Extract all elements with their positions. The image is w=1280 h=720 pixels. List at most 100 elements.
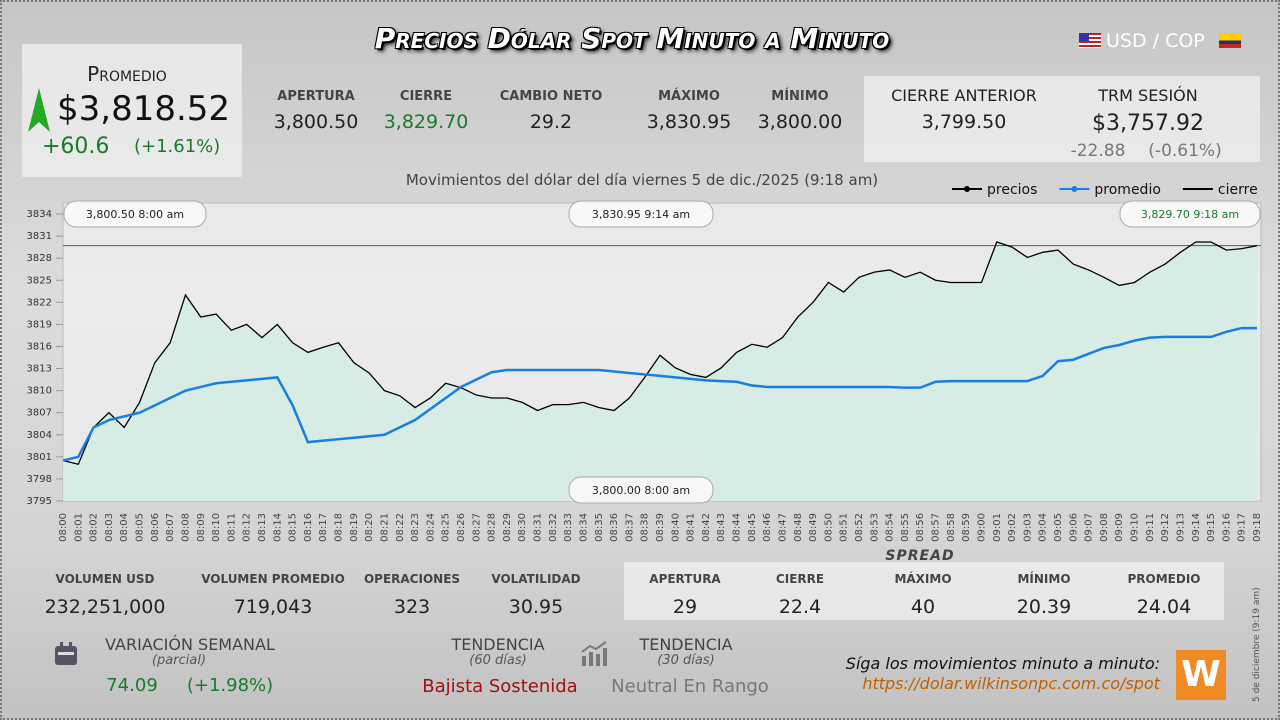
stat-value: 3,800.00 bbox=[757, 111, 843, 133]
x-tick-label: 09:16 bbox=[1221, 513, 1232, 542]
promedio-label: Promedio bbox=[87, 62, 167, 86]
spread-label: PROMEDIO bbox=[1127, 572, 1201, 586]
flag-us bbox=[1079, 33, 1101, 48]
footer-date: 5 de diciembre (9:19 am) bbox=[1252, 587, 1262, 702]
spread-value: 24.04 bbox=[1136, 596, 1192, 618]
x-tick-label: 08:45 bbox=[747, 513, 758, 542]
annotation: 3,829.70 9:18 am bbox=[1141, 208, 1239, 221]
spread-value: 22.4 bbox=[778, 596, 822, 618]
x-tick-label: 09:12 bbox=[1160, 513, 1171, 542]
x-tick-label: 08:28 bbox=[487, 513, 498, 542]
promedio-change: +60.6 bbox=[42, 134, 110, 159]
x-tick-label: 08:21 bbox=[379, 513, 390, 542]
x-tick-label: 09:18 bbox=[1252, 513, 1263, 542]
x-tick-label: 08:48 bbox=[793, 513, 804, 542]
volume-label: OPERACIONES bbox=[363, 572, 461, 586]
spread-label: MÁXIMO bbox=[894, 572, 952, 586]
legend-label: precios bbox=[987, 182, 1037, 198]
y-tick-label: 3819 bbox=[27, 319, 52, 330]
x-tick-label: 08:36 bbox=[609, 513, 620, 542]
x-tick-label: 09:03 bbox=[1022, 513, 1033, 542]
volume-label: VOLATILIDAD bbox=[491, 572, 581, 586]
volume-label: VOLUMEN PROMEDIO bbox=[201, 572, 345, 586]
x-tick-label: 09:06 bbox=[1068, 513, 1079, 542]
promedio-pct: (+1.61%) bbox=[134, 136, 221, 157]
y-tick-label: 3822 bbox=[27, 297, 52, 308]
x-tick-label: 09:02 bbox=[1007, 513, 1018, 542]
x-tick-label: 08:02 bbox=[89, 513, 100, 542]
x-tick-label: 08:08 bbox=[180, 513, 191, 542]
spread-box bbox=[624, 562, 1224, 620]
x-tick-label: 08:29 bbox=[502, 513, 513, 542]
y-tick-label: 3807 bbox=[27, 408, 52, 419]
legend-dot bbox=[1071, 186, 1078, 192]
previous-label: TRM SESIÓN bbox=[1098, 86, 1198, 105]
x-tick-label: 09:04 bbox=[1038, 513, 1049, 542]
x-tick-label: 08:52 bbox=[854, 513, 865, 542]
x-tick-label: 08:54 bbox=[885, 513, 896, 542]
annotation-box bbox=[568, 200, 714, 228]
stat-label: MÁXIMO bbox=[658, 89, 720, 104]
x-tick-label: 08:10 bbox=[211, 513, 222, 542]
y-tick-label: 3834 bbox=[27, 209, 52, 220]
spread-value: 29 bbox=[672, 596, 698, 618]
spread-label: APERTURA bbox=[649, 572, 721, 586]
x-tick-label: 08:04 bbox=[119, 513, 130, 542]
x-tick-label: 09:10 bbox=[1130, 513, 1141, 542]
volume-value: 719,043 bbox=[233, 596, 313, 618]
y-tick-label: 3825 bbox=[27, 275, 52, 286]
series-line bbox=[62, 241, 1258, 465]
x-tick-label: 09:13 bbox=[1175, 513, 1186, 542]
weekly-sub: (parcial) bbox=[151, 653, 207, 668]
spread-value: 40 bbox=[910, 596, 936, 618]
x-tick-label: 08:51 bbox=[839, 513, 850, 542]
weekly-pct: (+1.98%) bbox=[186, 675, 274, 696]
x-tick-label: 08:23 bbox=[410, 513, 421, 542]
x-tick-label: 08:47 bbox=[777, 513, 788, 542]
x-tick-label: 08:09 bbox=[196, 513, 207, 542]
x-tick-label: 08:33 bbox=[563, 513, 574, 542]
series-line bbox=[62, 326, 1257, 462]
logo[interactable]: W bbox=[1176, 650, 1226, 700]
volume-value: 323 bbox=[393, 596, 431, 618]
trend-value: Neutral En Rango bbox=[611, 676, 769, 697]
volume-value: 30.95 bbox=[508, 596, 564, 618]
x-tick-label: 08:38 bbox=[640, 513, 651, 542]
stat-value: 29.2 bbox=[529, 111, 573, 133]
x-tick-label: 08:30 bbox=[517, 513, 528, 542]
x-tick-label: 08:13 bbox=[257, 513, 268, 542]
pair: USD / COP bbox=[1106, 30, 1205, 52]
annotation: 3,800.00 8:00 am bbox=[592, 484, 690, 497]
trm-pct: (-0.61%) bbox=[1148, 141, 1222, 161]
annotation: 3,800.50 8:00 am bbox=[86, 208, 184, 221]
stat-label: MÍNIMO bbox=[771, 89, 829, 104]
x-tick-label: 09:00 bbox=[976, 513, 987, 542]
x-tick-label: 08:26 bbox=[456, 513, 467, 542]
volume-value: 232,251,000 bbox=[44, 596, 166, 618]
stat-value: 3,829.70 bbox=[383, 111, 469, 133]
x-tick-label: 08:17 bbox=[318, 513, 329, 542]
x-tick-label: 08:35 bbox=[594, 513, 605, 542]
annotation-box bbox=[1119, 200, 1261, 228]
footer-text: Síga los movimientos minuto a minuto: bbox=[845, 654, 1160, 673]
x-tick-label: 08:41 bbox=[686, 513, 697, 542]
volume-label: VOLUMEN USD bbox=[55, 572, 155, 586]
y-tick-label: 3813 bbox=[27, 364, 52, 375]
y-tick-label: 3816 bbox=[27, 341, 52, 352]
trend-sub: (30 días) bbox=[657, 653, 715, 668]
legend-dot bbox=[964, 186, 970, 192]
x-tick-label: 08:44 bbox=[732, 513, 743, 542]
spread-label: MÍNIMO bbox=[1017, 572, 1071, 586]
x-tick-label: 08:05 bbox=[135, 513, 146, 542]
y-tick-label: 3801 bbox=[27, 452, 52, 463]
previous-value: 3,799.50 bbox=[921, 111, 1007, 133]
stat-label: CIERRE bbox=[399, 89, 453, 104]
annotation-box bbox=[63, 200, 207, 228]
footer-url[interactable]: https://dolar.wilkinsonpc.com.co/spot bbox=[862, 674, 1160, 693]
y-tick-label: 3810 bbox=[27, 386, 52, 397]
x-tick-label: 08:03 bbox=[104, 513, 115, 542]
previous-box bbox=[864, 76, 1260, 162]
x-tick-label: 08:27 bbox=[471, 513, 482, 542]
trm-change: -22.88 bbox=[1070, 141, 1126, 161]
